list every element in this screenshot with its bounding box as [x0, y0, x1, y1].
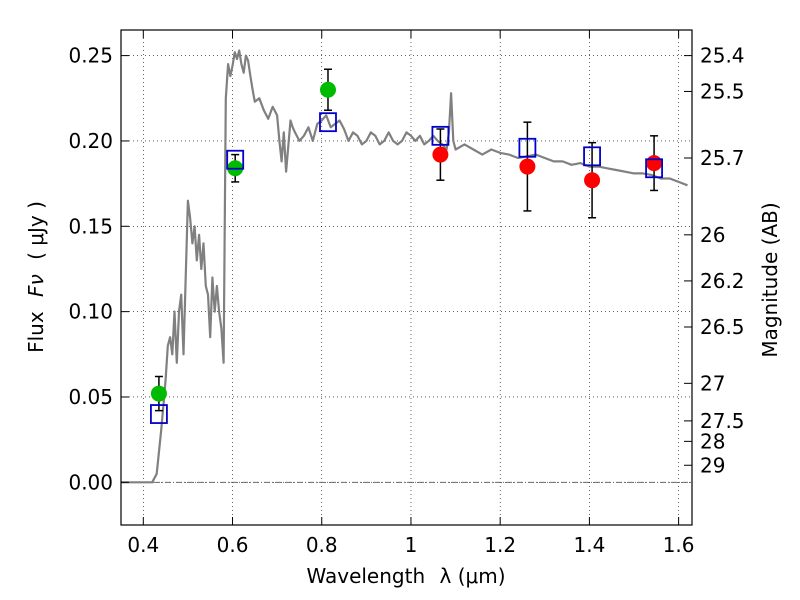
y-tick-label: 0.00 — [68, 470, 113, 494]
y2-tick-label: 25.5 — [700, 79, 745, 103]
spectrum-line — [121, 49, 688, 484]
x-axis-label: Wavelength λ (μm) — [306, 564, 505, 588]
data-point — [319, 81, 336, 98]
x-tick-label: 0.8 — [306, 533, 338, 557]
x-axis-label-symbol: λ (μm) — [440, 564, 506, 588]
model-photometry-point — [645, 158, 663, 179]
x-tick-label: 0.4 — [127, 533, 159, 557]
markers — [150, 81, 663, 424]
y2-tick-label: 26.5 — [700, 315, 745, 339]
model-photometry-point — [431, 125, 450, 146]
y2-tick-label: 27 — [700, 371, 725, 395]
x-tick-label: 1 — [405, 533, 418, 557]
grid — [121, 30, 692, 525]
model-photometry-point — [226, 149, 245, 170]
data-point — [432, 146, 449, 163]
x-tick-label: 1.6 — [663, 533, 695, 557]
data-point — [584, 172, 601, 189]
data-point — [519, 158, 536, 175]
y2-tick-label: 27.5 — [700, 409, 745, 433]
y-axis-label-symbol: Fν — [24, 274, 48, 297]
data-point — [646, 155, 663, 172]
y-tick-label: 0.10 — [68, 300, 113, 324]
y2-tick-label: 26.2 — [700, 269, 745, 293]
x-axis-label-text: Wavelength — [306, 564, 425, 588]
model-photometry-point — [518, 137, 537, 158]
y2-tick-label: 26 — [700, 223, 725, 247]
y-tick-label: 0.25 — [68, 44, 113, 68]
plot-area — [121, 30, 692, 525]
model-photometry-point — [150, 404, 168, 424]
x-tick-label: 1.2 — [484, 533, 516, 557]
y-tick-label: 0.20 — [68, 129, 113, 153]
x-tick-label: 0.6 — [217, 533, 249, 557]
model-photometry-point — [583, 146, 601, 167]
y-tick-label: 0.15 — [68, 214, 113, 238]
y2-tick-label: 25.7 — [700, 146, 745, 170]
y2-tick-label: 25.4 — [700, 44, 745, 68]
y2-axis-label: Magnitude (AB) — [758, 202, 782, 357]
model-photometry-point — [319, 112, 337, 133]
x-ticks: 0.4 0.6 0.8 1 1.2 1.4 1.6 — [127, 30, 695, 557]
model-spectrum — [121, 49, 688, 484]
y2-tick-label: 28 — [700, 429, 725, 453]
y2-tick-label: 29 — [700, 453, 725, 477]
y-tick-label: 0.05 — [68, 385, 113, 409]
y-ticks: 0.00 0.05 0.10 0.15 0.20 0.25 — [68, 44, 129, 494]
y-axis-label-unit: ( μJy ) — [24, 201, 48, 260]
y-axis-label: Flux Fν ( μJy ) — [24, 201, 48, 353]
data-point — [150, 385, 167, 402]
x-tick-label: 1.4 — [573, 533, 605, 557]
plot-frame — [120, 29, 693, 526]
y-axis-label-text: Flux — [24, 311, 48, 353]
